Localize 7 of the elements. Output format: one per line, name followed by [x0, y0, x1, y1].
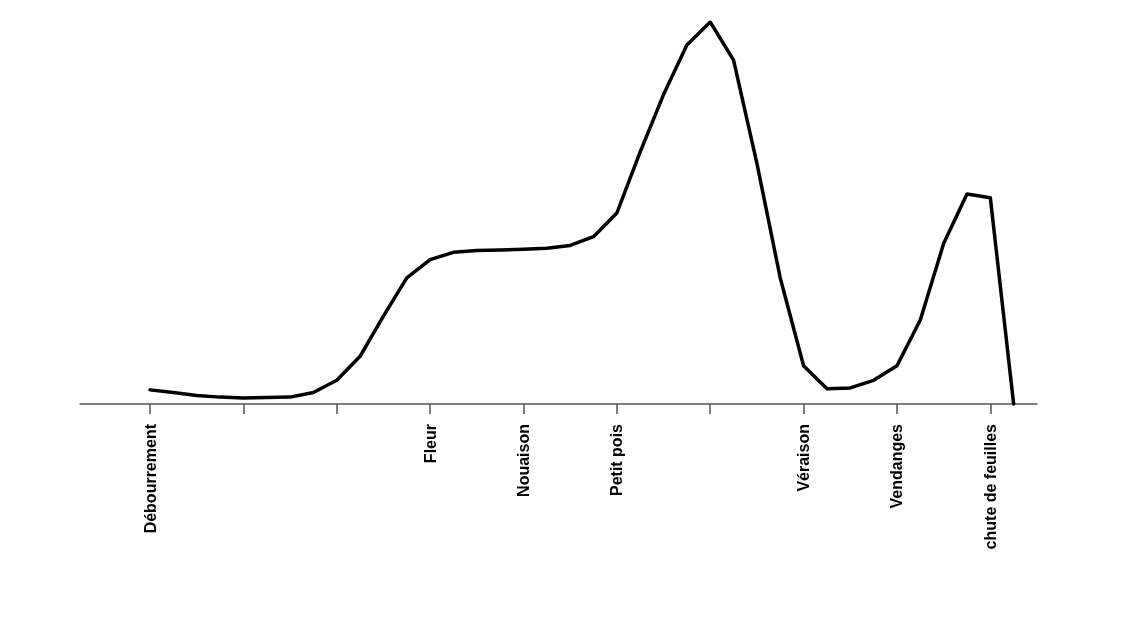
x-tick-label: Véraison: [795, 424, 813, 492]
x-tick-label: Fleur: [421, 424, 439, 464]
x-tick-label: Petit pois: [608, 423, 626, 497]
x-tick-label: Débourrement: [141, 423, 159, 534]
x-tick-label: Vendanges: [888, 423, 906, 509]
x-tick-label: Nouaison: [514, 424, 532, 497]
x-tick-label: chute de feuilles: [981, 423, 999, 550]
